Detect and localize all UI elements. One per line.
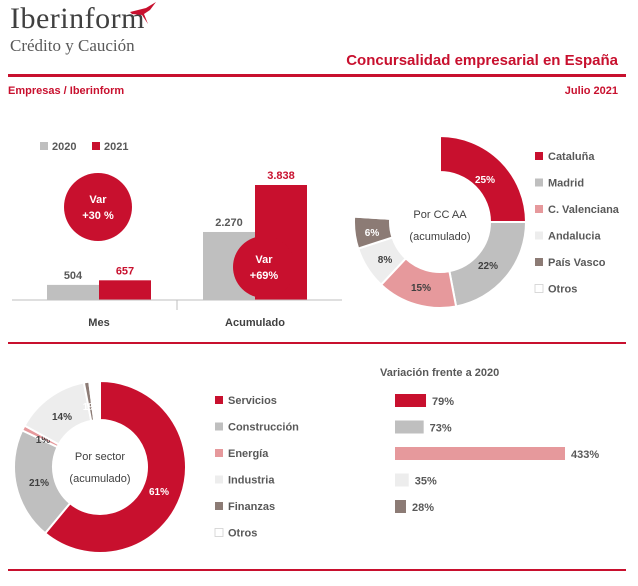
data-label: 28% (412, 502, 434, 514)
date-label: Julio 2021 (564, 85, 618, 97)
data-label: 73% (430, 423, 452, 435)
donut-slices: 61% 21% 1% 14% 1% (13, 379, 187, 554)
brand-name: Iberinform (10, 2, 145, 35)
data-label: 657 (116, 265, 134, 277)
bottom-divider (8, 569, 626, 571)
bird-logo-icon (130, 2, 156, 24)
legend-label: 2020 (52, 141, 76, 153)
bar (395, 420, 424, 434)
legend-swatch (215, 502, 223, 510)
chart-title: Variación frente a 2020 (380, 367, 499, 379)
legend-label: Cataluña (548, 151, 595, 163)
bar (395, 394, 427, 407)
donut-chart-sector: 61% 21% 1% 14% 1% Por sector (acumulado) Ser… (13, 379, 299, 554)
legend-label: Andalucia (548, 231, 601, 243)
legend-label: Finanzas (228, 501, 275, 513)
data-label: 3.838 (267, 170, 295, 182)
data-label: 504 (64, 270, 83, 282)
middle-divider (8, 342, 626, 344)
variation-bubble-label: Var (255, 254, 273, 266)
donut-slice-label: 25% (475, 175, 495, 186)
donut-center-sublabel: (acumulado) (409, 231, 470, 243)
bar (395, 500, 406, 513)
brand-subtitle: Crédito y Caución (10, 36, 135, 55)
bar-group: 79% 73% 433% 35% 28% (395, 394, 599, 514)
legend-swatch (214, 528, 224, 537)
bar (395, 447, 565, 460)
legend-label: Construcción (228, 422, 299, 434)
legend-swatch (535, 152, 543, 160)
legend-swatch (535, 258, 543, 266)
donut-slice (88, 379, 101, 422)
legend-swatch (92, 142, 100, 150)
donut-slice-label: 22% (478, 261, 498, 272)
bar-chart-year-comparison: 2020 2021 504 657 2.270 3.838 Mes Acumulado V… (12, 141, 342, 329)
legend-swatch (535, 231, 543, 240)
page-title: Concursalidad empresarial en España (346, 52, 618, 69)
donut-slice-label: 15% (411, 283, 431, 294)
x-tick-label: Acumulado (225, 317, 285, 329)
legend-label: Otros (228, 528, 257, 540)
bar (99, 280, 151, 300)
legend-label: Otros (548, 284, 577, 296)
legend-swatch (215, 422, 223, 431)
variation-bubble (64, 173, 132, 241)
chart-legend: 2020 2021 (40, 141, 128, 153)
donut-center-label: Por CC AA (413, 209, 467, 221)
donut-slice-label: 1% (83, 402, 98, 413)
variation-bubbles: Var +30 % Var +69% (64, 173, 295, 298)
chart-legend: Servicios Construcción Energía Industria Fin… (214, 395, 299, 540)
legend-swatch (535, 205, 543, 213)
legend-swatch (215, 449, 223, 457)
legend-label: 2021 (104, 141, 128, 153)
chart-legend: Cataluña Madrid C. Valenciana Andalucia País… (534, 151, 620, 296)
bar (395, 473, 409, 487)
legend-label: Energía (228, 448, 269, 460)
source-label: Empresas / Iberinform (8, 85, 125, 97)
donut-slice (43, 379, 187, 554)
x-tick-label: Mes (88, 317, 109, 329)
legend-swatch (40, 142, 48, 150)
x-tick-labels: Mes Acumulado (88, 317, 285, 329)
donut-chart-region: 25% 22% 15% 8% 6% Por CC AA (acumulado) Cata… (353, 134, 620, 309)
legend-label: C. Valenciana (548, 204, 620, 216)
donut-slice-label: 21% (29, 478, 49, 489)
donut-center-label: Por sector (75, 451, 125, 463)
data-label: 79% (432, 396, 454, 408)
donut-slice-label: 61% (149, 487, 169, 498)
top-divider (8, 74, 626, 77)
donut-slice-label: 1% (36, 435, 51, 446)
donut-slice (353, 134, 441, 220)
legend-label: Industria (228, 475, 275, 487)
legend-swatch (215, 396, 223, 404)
bar-chart-variation: Variación frente a 2020 79% 73% 433% 35% 28% (380, 367, 599, 514)
variation-bubble-value: +69% (250, 270, 279, 282)
donut-slice-label: 14% (52, 412, 72, 423)
variation-bubble-label: Var (89, 194, 107, 206)
donut-slices: 25% 22% 15% 8% 6% (353, 134, 528, 309)
legend-label: Madrid (548, 178, 584, 190)
data-label: 2.270 (215, 217, 243, 229)
donut-slice-label: 8% (378, 255, 393, 266)
legend-label: Servicios (228, 395, 277, 407)
bar (47, 284, 99, 300)
data-label: 35% (415, 476, 437, 488)
variation-bubble-value: +30 % (82, 210, 114, 222)
legend-label: País Vasco (548, 257, 606, 269)
legend-swatch (535, 178, 543, 187)
legend-swatch (215, 475, 223, 484)
donut-center-sublabel: (acumulado) (69, 473, 130, 485)
variation-bubble (233, 236, 295, 298)
legend-swatch (534, 284, 544, 293)
donut-slice-label: 6% (365, 228, 380, 239)
data-label: 433% (571, 449, 599, 461)
